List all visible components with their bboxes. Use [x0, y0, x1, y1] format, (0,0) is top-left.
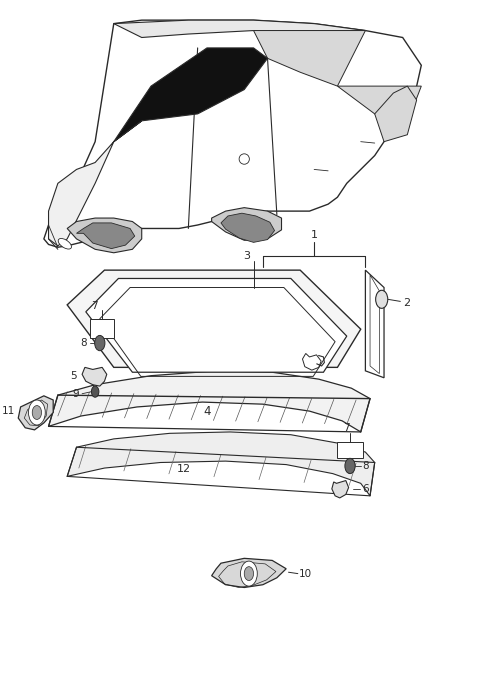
- Polygon shape: [67, 218, 142, 253]
- Polygon shape: [86, 279, 347, 372]
- Polygon shape: [337, 86, 421, 134]
- Text: 11: 11: [2, 406, 15, 416]
- Circle shape: [244, 567, 253, 580]
- Text: 4: 4: [203, 405, 211, 418]
- Circle shape: [240, 561, 257, 586]
- Polygon shape: [337, 442, 363, 458]
- Text: 3: 3: [243, 251, 250, 260]
- Polygon shape: [44, 20, 421, 247]
- Polygon shape: [365, 270, 384, 378]
- Text: 5: 5: [70, 371, 76, 381]
- Polygon shape: [67, 270, 361, 368]
- Polygon shape: [332, 481, 348, 498]
- Circle shape: [95, 335, 105, 351]
- Circle shape: [28, 400, 45, 425]
- Polygon shape: [90, 318, 114, 337]
- Polygon shape: [221, 214, 275, 242]
- Text: 12: 12: [177, 464, 191, 475]
- Polygon shape: [82, 368, 107, 386]
- Polygon shape: [253, 31, 365, 86]
- Polygon shape: [67, 432, 375, 496]
- Text: 6: 6: [362, 484, 369, 494]
- Text: 8: 8: [362, 461, 369, 471]
- Text: 7: 7: [91, 300, 97, 311]
- Polygon shape: [212, 208, 281, 240]
- Text: 7: 7: [344, 424, 350, 433]
- Polygon shape: [114, 20, 365, 38]
- Circle shape: [345, 458, 355, 474]
- Polygon shape: [48, 371, 370, 432]
- Text: 9: 9: [72, 389, 79, 399]
- Circle shape: [376, 290, 388, 308]
- Polygon shape: [114, 48, 267, 141]
- Text: 2: 2: [403, 298, 410, 308]
- Circle shape: [32, 405, 42, 419]
- Text: 8: 8: [80, 338, 87, 348]
- Polygon shape: [76, 223, 135, 248]
- Circle shape: [91, 386, 99, 397]
- Polygon shape: [18, 395, 53, 430]
- Ellipse shape: [239, 154, 250, 164]
- Ellipse shape: [58, 239, 72, 249]
- Polygon shape: [48, 121, 142, 246]
- Polygon shape: [375, 86, 417, 141]
- Text: 1: 1: [311, 230, 318, 240]
- Text: 10: 10: [299, 569, 312, 580]
- Polygon shape: [212, 559, 286, 587]
